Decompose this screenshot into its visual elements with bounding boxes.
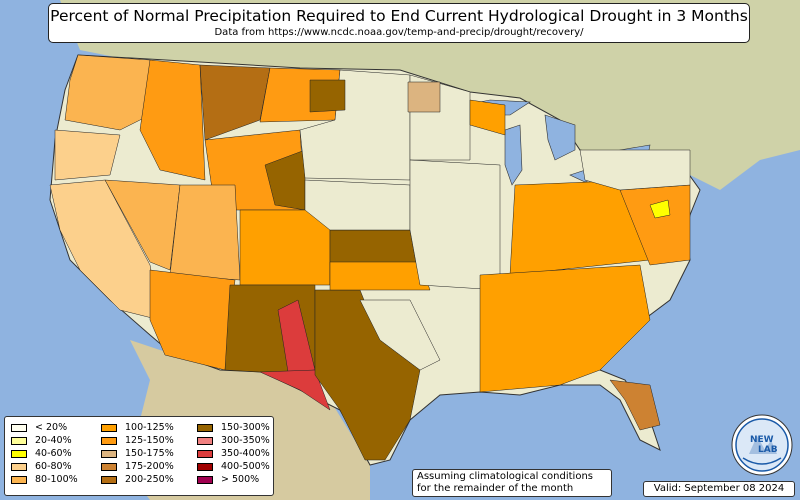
legend-item: 80-100% — [11, 473, 78, 486]
legend-label: 20-40% — [35, 435, 72, 446]
legend-swatch — [11, 462, 27, 471]
legend-item: < 20% — [11, 421, 78, 434]
legend-swatch — [197, 436, 213, 445]
legend-item: 60-80% — [11, 460, 78, 473]
legend-item: 400-500% — [197, 460, 270, 473]
legend-item: 150-175% — [101, 447, 174, 460]
legend-swatch — [197, 475, 213, 484]
map-title: Percent of Normal Precipitation Required… — [50, 7, 748, 25]
map-subtitle: Data from https://www.ncdc.noaa.gov/temp… — [214, 27, 584, 38]
region-oklahoma — [329, 261, 431, 291]
region-nd-west — [309, 79, 346, 113]
region-maryland-yellow — [649, 199, 671, 219]
region-utah — [169, 184, 241, 281]
legend-label: < 20% — [35, 422, 68, 433]
lake-michigan — [504, 124, 523, 186]
legend-item: 125-150% — [101, 434, 174, 447]
legend-swatch — [11, 449, 27, 458]
legend-label: 400-500% — [221, 461, 270, 472]
legend-swatch — [197, 462, 213, 471]
note-line-1: Assuming climatological conditions — [417, 471, 593, 482]
region-nebraska — [304, 179, 411, 231]
legend-label: 300-350% — [221, 435, 270, 446]
valid-date: Valid: September 08 2024 — [643, 481, 795, 497]
legend-swatch — [101, 449, 117, 458]
region-nevada — [104, 179, 181, 271]
legend-item: 100-125% — [101, 421, 174, 434]
legend-swatch — [11, 436, 27, 445]
region-iowa-missouri — [409, 159, 501, 291]
region-idaho — [139, 59, 206, 181]
legend-swatch — [101, 462, 117, 471]
region-colorado — [239, 209, 331, 286]
legend-item: 20-40% — [11, 434, 78, 447]
legend-item: 350-400% — [197, 447, 270, 460]
legend-column-3: 150-300% 300-350% 350-400% 400-500% > 50… — [197, 421, 270, 486]
legend-item: 40-60% — [11, 447, 78, 460]
newlab-logo-icon: NEW LAB — [731, 414, 793, 476]
legend-column-1: < 20% 20-40% 40-60% 60-80% 80-100% — [11, 421, 78, 486]
region-southeast — [479, 264, 651, 393]
legend-label: 350-400% — [221, 448, 270, 459]
legend-swatch — [101, 436, 117, 445]
region-texas-west-red — [259, 369, 331, 411]
lake-huron — [544, 114, 576, 161]
legend-item: 175-200% — [101, 460, 174, 473]
legend-label: 175-200% — [125, 461, 174, 472]
legend-swatch — [101, 475, 117, 484]
legend-label: > 500% — [221, 474, 260, 485]
legend-label: 125-150% — [125, 435, 174, 446]
logo-text-lab: LAB — [758, 445, 778, 455]
legend-item: 300-350% — [197, 434, 270, 447]
region-florida — [609, 379, 661, 431]
region-northeast — [579, 149, 691, 191]
canada-land — [60, 0, 800, 190]
legend-label: 200-250% — [125, 474, 174, 485]
legend-label: 100-125% — [125, 422, 174, 433]
title-box: Percent of Normal Precipitation Required… — [48, 3, 750, 43]
legend-item: > 500% — [197, 473, 270, 486]
legend-item: 200-250% — [101, 473, 174, 486]
legend-swatch — [11, 423, 27, 432]
logo-text-new: NEW — [750, 435, 774, 445]
region-mn-north — [407, 81, 441, 113]
region-oregon-west — [54, 129, 121, 181]
legend-item: 150-300% — [197, 421, 270, 434]
legend-swatch — [197, 449, 213, 458]
legend-column-2: 100-125% 125-150% 150-175% 175-200% 200-… — [101, 421, 174, 486]
legend-swatch — [197, 423, 213, 432]
region-arizona — [149, 269, 236, 371]
region-montana-west — [199, 64, 271, 141]
legend-label: 150-300% — [221, 422, 270, 433]
legend-label: 150-175% — [125, 448, 174, 459]
legend-swatch — [11, 475, 27, 484]
assumption-note: Assuming climatological conditions for t… — [412, 469, 612, 497]
legend-label: 40-60% — [35, 448, 72, 459]
legend-label: 60-80% — [35, 461, 72, 472]
region-michigan-up — [469, 99, 506, 136]
legend-swatch — [101, 423, 117, 432]
legend: < 20% 20-40% 40-60% 60-80% 80-100% 100-1… — [4, 416, 274, 496]
note-line-2: for the remainder of the month — [417, 483, 574, 494]
legend-label: 80-100% — [35, 474, 78, 485]
region-texas-east — [359, 299, 441, 371]
